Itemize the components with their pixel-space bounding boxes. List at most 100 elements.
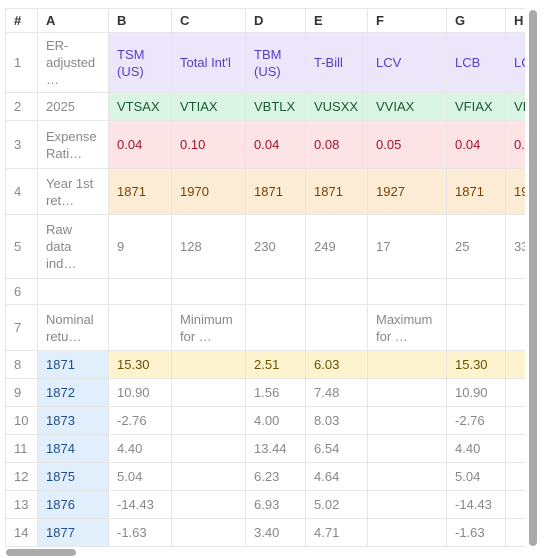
- cell[interactable]: 8.03: [305, 406, 368, 435]
- cell[interactable]: 6.93: [245, 490, 306, 519]
- cell[interactable]: -14.43: [446, 490, 506, 519]
- cell[interactable]: -14.43: [108, 490, 172, 519]
- cell[interactable]: 5.02: [305, 490, 368, 519]
- cell[interactable]: T-Bill: [305, 32, 368, 93]
- cell[interactable]: 128: [171, 214, 246, 279]
- cell[interactable]: [446, 304, 506, 351]
- cell[interactable]: ER-adjusted …: [37, 32, 109, 93]
- cell[interactable]: -2.76: [446, 406, 506, 435]
- cell[interactable]: 1871: [305, 168, 368, 215]
- column-header[interactable]: C: [171, 8, 246, 33]
- cell[interactable]: Expense Rati…: [37, 120, 109, 169]
- cell[interactable]: [171, 278, 246, 305]
- cell[interactable]: [171, 518, 246, 547]
- cell[interactable]: 0.04: [108, 120, 172, 169]
- cell[interactable]: 1871: [245, 168, 306, 215]
- cell[interactable]: [367, 278, 447, 305]
- cell[interactable]: 4.71: [305, 518, 368, 547]
- cell[interactable]: VBTLX: [245, 92, 306, 121]
- column-header[interactable]: E: [305, 8, 368, 33]
- cell[interactable]: 0.08: [305, 120, 368, 169]
- cell[interactable]: [505, 462, 525, 491]
- cell[interactable]: 2.51: [245, 350, 306, 379]
- cell[interactable]: [171, 434, 246, 463]
- row-number[interactable]: 7: [5, 304, 38, 351]
- cell[interactable]: [171, 350, 246, 379]
- cell[interactable]: 1871: [37, 350, 109, 379]
- row-number[interactable]: 1: [5, 32, 38, 93]
- cell[interactable]: Total Int'l: [171, 32, 246, 93]
- cell[interactable]: 5.04: [108, 462, 172, 491]
- cell[interactable]: 6.03: [305, 350, 368, 379]
- cell[interactable]: 6.23: [245, 462, 306, 491]
- cell[interactable]: 0.05: [367, 120, 447, 169]
- row-number[interactable]: 3: [5, 120, 38, 169]
- cell[interactable]: [367, 490, 447, 519]
- cell[interactable]: [367, 406, 447, 435]
- cell[interactable]: 1875: [37, 462, 109, 491]
- cell[interactable]: VTSAX: [108, 92, 172, 121]
- row-number[interactable]: 2: [5, 92, 38, 121]
- cell[interactable]: 15.30: [446, 350, 506, 379]
- cell[interactable]: 33: [505, 214, 525, 279]
- cell[interactable]: [505, 378, 525, 407]
- column-header[interactable]: F: [367, 8, 447, 33]
- cell[interactable]: Minimum for …: [171, 304, 246, 351]
- cell[interactable]: -1.63: [446, 518, 506, 547]
- cell[interactable]: [245, 278, 306, 305]
- cell[interactable]: 4.64: [305, 462, 368, 491]
- cell[interactable]: 6.54: [305, 434, 368, 463]
- cell[interactable]: [171, 406, 246, 435]
- cell[interactable]: [305, 304, 368, 351]
- cell[interactable]: LC: [505, 32, 525, 93]
- cell[interactable]: 19: [505, 168, 525, 215]
- cell[interactable]: 0.0: [505, 120, 525, 169]
- cell[interactable]: [505, 304, 525, 351]
- cell[interactable]: 2025: [37, 92, 109, 121]
- cell[interactable]: [367, 434, 447, 463]
- cell[interactable]: TSM (US): [108, 32, 172, 93]
- cell[interactable]: [367, 378, 447, 407]
- cell[interactable]: 1876: [37, 490, 109, 519]
- cell[interactable]: 230: [245, 214, 306, 279]
- cell[interactable]: [108, 304, 172, 351]
- cell[interactable]: 4.40: [446, 434, 506, 463]
- column-header[interactable]: B: [108, 8, 172, 33]
- cell[interactable]: [367, 518, 447, 547]
- cell[interactable]: [108, 278, 172, 305]
- cell[interactable]: [505, 434, 525, 463]
- cell[interactable]: Raw data ind…: [37, 214, 109, 279]
- cell[interactable]: LCV: [367, 32, 447, 93]
- vertical-scrollbar[interactable]: [529, 10, 537, 546]
- horizontal-scrollbar[interactable]: [6, 549, 76, 556]
- cell[interactable]: 4.00: [245, 406, 306, 435]
- column-header[interactable]: D: [245, 8, 306, 33]
- cell[interactable]: [505, 490, 525, 519]
- cell[interactable]: 1927: [367, 168, 447, 215]
- cell[interactable]: [505, 406, 525, 435]
- cell[interactable]: VI: [505, 92, 525, 121]
- cell[interactable]: 25: [446, 214, 506, 279]
- cell[interactable]: 1871: [108, 168, 172, 215]
- cell[interactable]: 1877: [37, 518, 109, 547]
- row-number[interactable]: 9: [5, 378, 38, 407]
- cell[interactable]: 0.04: [446, 120, 506, 169]
- cell[interactable]: VVIAX: [367, 92, 447, 121]
- cell[interactable]: Maximum for …: [367, 304, 447, 351]
- cell[interactable]: 5.04: [446, 462, 506, 491]
- cell[interactable]: -2.76: [108, 406, 172, 435]
- cell[interactable]: VTIAX: [171, 92, 246, 121]
- cell[interactable]: Year 1st ret…: [37, 168, 109, 215]
- cell[interactable]: 17: [367, 214, 447, 279]
- cell[interactable]: [171, 490, 246, 519]
- cell[interactable]: 15.30: [108, 350, 172, 379]
- cell[interactable]: 1970: [171, 168, 246, 215]
- cell[interactable]: 10.90: [108, 378, 172, 407]
- row-number[interactable]: 10: [5, 406, 38, 435]
- cell[interactable]: [171, 378, 246, 407]
- cell[interactable]: 10.90: [446, 378, 506, 407]
- cell[interactable]: [305, 278, 368, 305]
- cell[interactable]: [245, 304, 306, 351]
- row-number[interactable]: 4: [5, 168, 38, 215]
- row-number[interactable]: 11: [5, 434, 38, 463]
